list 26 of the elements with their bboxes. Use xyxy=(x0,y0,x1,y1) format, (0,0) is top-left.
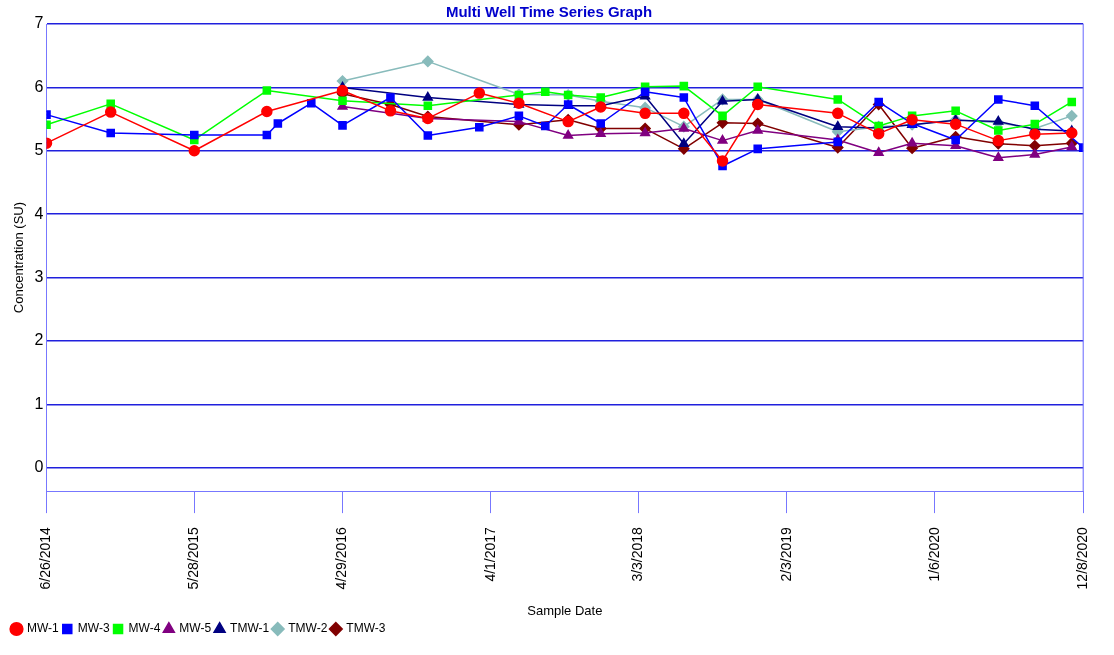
legend-label: TMW-1 xyxy=(230,621,270,636)
x-tick-label: 2/3/2019 xyxy=(777,526,794,582)
legend-label: MW-5 xyxy=(179,621,212,636)
x-tick-label: 4/29/2016 xyxy=(333,526,350,590)
y-axis-title: Concentration (SU) xyxy=(11,201,27,314)
legend-label: TMW-2 xyxy=(288,621,328,636)
legend-label: TMW-3 xyxy=(346,621,386,636)
legend-label: MW-1 xyxy=(27,621,60,636)
y-tick-label: 4 xyxy=(34,204,44,222)
y-tick-label: 2 xyxy=(34,331,44,349)
legend-label: MW-3 xyxy=(77,621,110,636)
x-axis-title: Sample Date xyxy=(527,602,603,618)
y-tick-label: 0 xyxy=(34,458,44,476)
y-tick-label: 6 xyxy=(34,77,44,95)
y-tick-label: 1 xyxy=(34,394,44,412)
x-tick-label: 1/6/2020 xyxy=(925,526,942,582)
chart-title: Multi Well Time Series Graph xyxy=(445,3,653,21)
y-tick-label: 3 xyxy=(34,267,44,285)
x-tick-label: 3/3/2018 xyxy=(629,526,646,582)
y-tick-label: 5 xyxy=(34,141,44,159)
x-tick-label: 12/8/2020 xyxy=(1074,526,1091,590)
x-tick-label: 6/26/2014 xyxy=(37,526,54,590)
legend-label: MW-4 xyxy=(128,621,161,636)
x-tick-label: 5/28/2015 xyxy=(185,526,202,590)
y-tick-label: 7 xyxy=(34,14,44,32)
x-tick-label: 4/1/2017 xyxy=(481,526,498,582)
